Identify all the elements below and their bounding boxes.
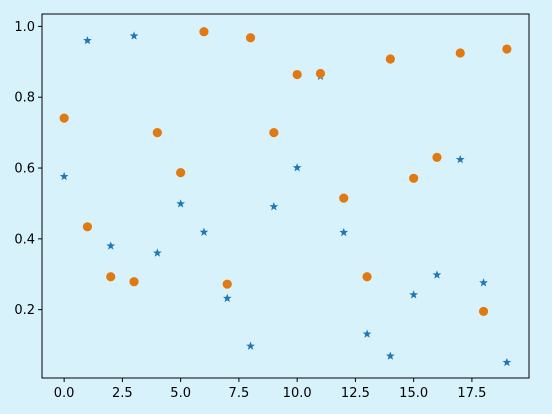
series-1-point <box>292 69 302 80</box>
series-0-point <box>479 278 488 287</box>
series-0-point <box>129 31 139 40</box>
series-0-point <box>292 163 302 172</box>
y-tick-label: 0.4 <box>14 232 35 247</box>
series-1-point <box>59 113 69 123</box>
series-1-point <box>129 277 139 287</box>
series-1-point <box>199 27 209 37</box>
series-1-point <box>152 128 162 138</box>
series-0-point <box>409 290 419 299</box>
y-tick-label: 1.0 <box>14 20 35 35</box>
x-axis: 0.0 2.5 5.0 7.5 10.0 12.5 15.0 17.5 <box>54 378 486 401</box>
x-tick-label: 17.5 <box>457 386 486 401</box>
series-1-point <box>432 152 442 163</box>
series-1-point <box>269 128 279 138</box>
y-tick-label: 0.6 <box>14 162 35 177</box>
series-1-point <box>385 54 395 64</box>
series-1-point <box>455 48 465 58</box>
y-tick-label: 0.8 <box>14 91 35 106</box>
series-0-point <box>152 248 162 257</box>
series-1-point <box>502 44 512 54</box>
x-tick-label: 15.0 <box>399 386 428 401</box>
axes-frame <box>41 13 530 379</box>
series-0-point <box>246 341 255 350</box>
y-axis: 0.2 0.4 0.6 0.8 1.0 <box>14 20 42 318</box>
x-tick-label: 10.0 <box>283 386 312 401</box>
series-0-point <box>222 293 232 303</box>
series-1-point <box>222 279 232 289</box>
series-0-point <box>199 227 209 236</box>
series-1-point <box>106 272 116 282</box>
y-tick-label: 0.2 <box>14 303 35 318</box>
series-1-point <box>409 173 419 183</box>
series-0-point <box>502 357 512 367</box>
x-tick-label: 7.5 <box>229 386 250 401</box>
series-0-point <box>106 241 116 250</box>
series-0-point <box>385 351 395 360</box>
x-tick-label: 2.5 <box>112 386 133 401</box>
x-tick-label: 0.0 <box>54 386 75 401</box>
series-1-point <box>478 306 489 317</box>
series-1-point <box>176 168 186 178</box>
series-0-point <box>59 171 69 181</box>
series-1-point <box>82 222 93 232</box>
series-1-point <box>339 193 349 203</box>
series-0-point <box>362 329 372 338</box>
x-tick-label: 5.0 <box>170 386 191 401</box>
plot-area <box>59 27 512 367</box>
series-1-point <box>362 272 372 282</box>
series-0-point <box>269 202 279 211</box>
series-0-point <box>83 35 92 45</box>
series-0-point <box>455 154 465 164</box>
x-tick-label: 12.5 <box>341 386 370 401</box>
series-0-point <box>432 270 442 279</box>
series-0-point <box>176 199 186 208</box>
series-1-point <box>245 33 256 43</box>
series-1-point <box>315 68 326 79</box>
series-0-point <box>339 227 349 237</box>
